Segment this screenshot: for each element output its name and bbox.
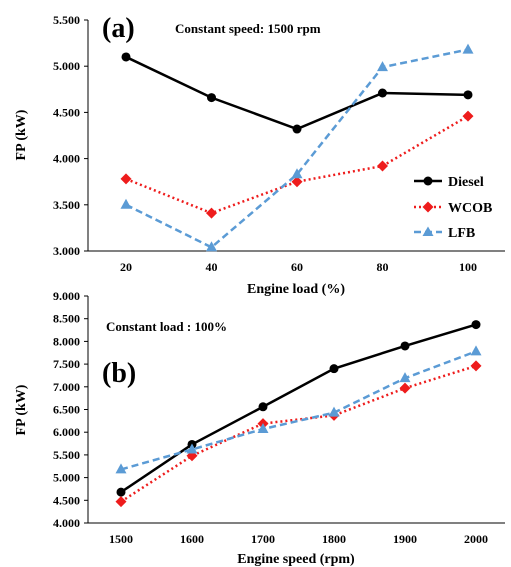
- y-tick-labels: 3.000 3.500 4.000 4.500 5.000 5.500: [53, 13, 88, 258]
- annotation: Constant speed: 1500 rpm: [175, 21, 321, 36]
- panel-label: (b): [102, 358, 136, 389]
- y-axis-title: FP (kW): [14, 109, 29, 160]
- data-point-diesel: [329, 364, 339, 374]
- panel-label: (a): [102, 13, 135, 44]
- x-tick-labels: 1500 1600 1700 1800 1900 2000: [109, 532, 488, 546]
- chart-panel-b: (b) Constant load : 100% Engine speed (r…: [14, 289, 505, 567]
- series-group: [115, 320, 482, 508]
- series-line-wcob: [125, 115, 469, 215]
- data-point-diesel: [400, 341, 410, 351]
- y-axis-title: FP (kW): [14, 384, 29, 435]
- series-line-lfb: [120, 350, 477, 471]
- data-point-lfb: [291, 168, 303, 179]
- data-point-diesel: [471, 320, 481, 330]
- data-point-wcob: [462, 110, 474, 122]
- x-tick-label: 60: [291, 260, 303, 274]
- series-line-lfb: [125, 48, 469, 249]
- legend-label: LFB: [448, 226, 475, 241]
- x-tick-label: 1900: [393, 532, 417, 546]
- series-line-diesel: [120, 323, 477, 494]
- data-point-lfb: [462, 43, 474, 54]
- data-point-lfb: [257, 423, 269, 434]
- x-tick-label: 1600: [180, 532, 204, 546]
- x-tick-label: 1500: [109, 532, 133, 546]
- data-point-wcob: [399, 382, 411, 394]
- y-tick-label: 6.500: [53, 403, 80, 417]
- data-point-diesel: [116, 487, 126, 497]
- data-point-lfb: [115, 463, 127, 474]
- y-tick-label: 5.500: [53, 13, 80, 27]
- legend: Diesel WCOB LFB: [414, 175, 492, 241]
- x-tick-label: 1700: [251, 532, 275, 546]
- data-point-diesel: [378, 88, 387, 98]
- data-point-lfb: [120, 198, 132, 209]
- series-group: [120, 43, 474, 252]
- data-point-wcob: [291, 176, 303, 188]
- data-point-lfb: [470, 345, 482, 356]
- y-tick-label: 3.000: [53, 244, 80, 258]
- y-tick-label: 7.000: [53, 380, 80, 394]
- x-axis-title: Engine speed (rpm): [237, 552, 355, 567]
- data-point-diesel: [292, 124, 302, 134]
- data-point-lfb: [377, 61, 388, 72]
- data-point-lfb: [186, 443, 198, 454]
- x-tick-label: 100: [459, 260, 477, 274]
- y-tick-label: 7.500: [53, 357, 80, 371]
- legend-item-diesel: Diesel: [414, 175, 484, 190]
- legend-marker: [423, 176, 433, 186]
- x-tick-label: 2000: [464, 532, 488, 546]
- chart-panel-a: (a) Constant speed: 1500 rpm Engine load…: [14, 13, 505, 297]
- legend-item-wcob: WCOB: [414, 201, 492, 216]
- data-point-wcob: [115, 496, 127, 508]
- y-tick-label: 4.500: [53, 493, 80, 507]
- x-tick-label: 80: [377, 260, 389, 274]
- annotation: Constant load : 100%: [106, 319, 227, 334]
- data-point-diesel: [463, 90, 473, 100]
- y-tick-labels: 4.000 4.500 5.000 5.500 6.000 6.500 7.000 7.500…: [53, 289, 88, 530]
- legend-label: WCOB: [448, 201, 492, 216]
- y-tick-label: 8.500: [53, 312, 80, 326]
- legend-marker: [422, 201, 434, 213]
- y-tick-label: 4.000: [53, 152, 80, 166]
- y-tick-label: 8.000: [53, 334, 80, 348]
- legend-item-lfb: LFB: [414, 226, 475, 241]
- data-point-diesel: [207, 93, 216, 103]
- y-tick-label: 5.500: [53, 448, 80, 462]
- x-tick-label: 1800: [322, 532, 346, 546]
- y-tick-label: 5.000: [53, 59, 80, 73]
- series-line-diesel: [125, 55, 469, 131]
- data-point-wcob: [206, 207, 217, 219]
- y-tick-label: 5.000: [53, 471, 80, 485]
- data-point-diesel: [258, 402, 268, 412]
- y-tick-label: 3.500: [53, 198, 80, 212]
- y-tick-label: 4.500: [53, 105, 80, 119]
- x-tick-label: 40: [206, 260, 218, 274]
- y-tick-label: 4.000: [53, 516, 80, 530]
- data-point-wcob: [120, 173, 132, 185]
- data-point-lfb: [206, 241, 217, 252]
- x-tick-labels: 20 40 60 80 100: [120, 260, 477, 274]
- y-tick-label: 6.000: [53, 425, 80, 439]
- data-point-lfb: [399, 372, 411, 383]
- data-point-wcob: [470, 360, 482, 372]
- legend-label: Diesel: [448, 175, 484, 190]
- series-line-wcob: [120, 364, 477, 503]
- data-point-wcob: [377, 160, 388, 172]
- y-tick-label: 9.000: [53, 289, 80, 303]
- legend-marker: [422, 226, 434, 236]
- x-tick-label: 20: [120, 260, 132, 274]
- x-axis-title: Engine load (%): [247, 282, 345, 297]
- data-point-lfb: [328, 406, 340, 417]
- data-point-diesel: [121, 52, 131, 62]
